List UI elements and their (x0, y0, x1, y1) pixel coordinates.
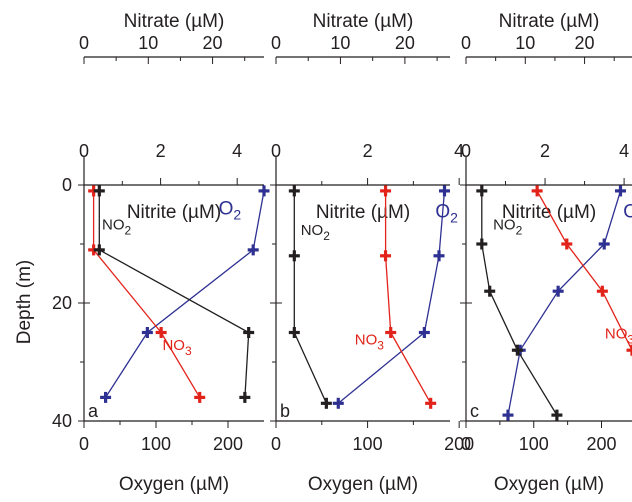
nitrate-tick-label: 20 (575, 33, 595, 53)
data-point-no3 (155, 327, 167, 338)
series-line-no2 (293, 190, 327, 404)
panel-a: 0 20 40 0 100 200 Oxygen (µM) 0 2 4 Nitrite (µM) 0 1… (52, 11, 270, 495)
data-point-o2 (418, 327, 430, 338)
nitrate-axis-title: Nitrate (µM) (124, 11, 225, 32)
series-line-o2 (105, 190, 265, 398)
panel-b: 0 100 200 Oxygen (µM) 0 2 4 Nitrite (µM) 0 10 20Ni… (270, 11, 474, 495)
data-point-no2 (484, 285, 496, 297)
nitrate-tick-label: 20 (395, 33, 415, 53)
data-point-no3 (531, 185, 543, 197)
data-point-no3 (425, 397, 437, 409)
nitrate-tick-label: 0 (79, 33, 89, 53)
data-point-no2 (288, 250, 300, 262)
series-annotation-oxygen: O2 (435, 201, 458, 225)
oxygen-tick-label: 100 (141, 434, 171, 454)
nitrate-tick-label: 10 (330, 33, 350, 53)
oxygen-tick-label: 200 (586, 434, 616, 454)
data-point-no3 (561, 238, 573, 250)
data-point-no3 (194, 391, 206, 403)
nitrate-tick-label: 0 (461, 33, 471, 53)
data-point-no2 (476, 238, 488, 250)
oxygen-tick-label: 0 (461, 434, 471, 454)
data-point-no2 (476, 185, 488, 197)
series-annotation-oxygen: O2 (219, 199, 242, 223)
data-point-no2 (288, 185, 300, 197)
oxygen-tick-label: 100 (519, 434, 549, 454)
data-point-no2 (239, 391, 251, 403)
nitrite-tick-label: 0 (461, 141, 471, 161)
oxygen-tick-label: 200 (444, 434, 474, 454)
data-point-no2 (93, 185, 105, 197)
data-point-no2 (320, 397, 332, 409)
nitrite-tick-label: 2 (540, 141, 550, 161)
series-line-no3 (384, 190, 432, 404)
data-point-no3 (380, 185, 392, 197)
data-point-no3 (380, 250, 392, 262)
data-point-o2 (502, 409, 514, 421)
nitrite-tick-label: 4 (454, 141, 464, 161)
oxygen-axis-title: Oxygen (µM) (308, 474, 418, 495)
nitrite-tick-label: 0 (271, 141, 281, 161)
data-point-o2 (100, 391, 112, 403)
depth-tick-label: 20 (52, 293, 72, 313)
data-point-no3 (626, 344, 632, 356)
oxygen-tick-label: 100 (353, 434, 383, 454)
series-line-no2 (98, 190, 250, 398)
data-point-o2 (614, 185, 626, 197)
data-point-o2 (433, 250, 445, 262)
nitrate-tick-label: 20 (203, 33, 223, 53)
nitrite-axis-title: Nitrite (µM) (316, 202, 410, 223)
panel-letter: b (280, 401, 290, 421)
oxygen-axis-title: Oxygen (µM) (494, 474, 604, 495)
data-point-o2 (439, 185, 451, 197)
data-point-no2 (288, 327, 300, 338)
panel-letter: c (470, 401, 479, 421)
data-point-o2 (247, 244, 259, 256)
depth-tick-label: 40 (52, 411, 72, 431)
nitrite-tick-label: 4 (232, 141, 242, 161)
series-annotation-oxygen: O2 (623, 201, 632, 225)
series-annotation-nitrite: NO2 (301, 222, 331, 243)
oxygen-tick-label: 200 (213, 434, 243, 454)
data-point-no2 (551, 409, 563, 421)
data-point-o2 (598, 238, 610, 250)
nitrate-axis-title: Nitrate (µM) (499, 11, 600, 32)
depth-axis-title: Depth (m) (14, 260, 35, 344)
series-line-no3 (536, 190, 632, 358)
nitrate-tick-label: 10 (515, 33, 535, 53)
series-line-o2 (337, 190, 446, 404)
data-point-o2 (332, 397, 344, 409)
oxygen-tick-label: 0 (271, 434, 281, 454)
series-annotation-nitrite: NO2 (102, 216, 132, 237)
nitrite-tick-label: 2 (363, 141, 373, 161)
oxygen-axis-title: Oxygen (µM) (119, 474, 229, 495)
nitrite-tick-label: 2 (156, 141, 166, 161)
data-point-o2 (141, 327, 153, 338)
series-line-o2 (507, 190, 622, 416)
data-point-o2 (258, 185, 270, 197)
data-point-no2 (93, 244, 105, 256)
nitrite-axis-title: Nitrite (µM) (127, 202, 221, 223)
data-point-no3 (385, 327, 397, 338)
depth-tick-label: 0 (62, 175, 72, 195)
data-point-no3 (596, 285, 608, 297)
nitrite-tick-label: 0 (79, 141, 89, 161)
panel-letter: a (88, 401, 99, 421)
series-annotation-nitrate: NO3 (162, 337, 192, 358)
nitrate-axis-title: Nitrate (µM) (313, 11, 414, 32)
oxygen-tick-label: 0 (79, 434, 89, 454)
series-annotation-nitrate: NO3 (355, 331, 385, 352)
data-point-no2 (243, 327, 255, 338)
series-line-no3 (92, 190, 201, 398)
data-point-no2 (511, 344, 523, 356)
nitrate-tick-label: 0 (271, 33, 281, 53)
series-annotation-nitrate: NO3 (605, 325, 632, 346)
nitrate-tick-label: 10 (138, 33, 158, 53)
data-point-o2 (552, 285, 564, 297)
series-annotation-nitrite: NO2 (493, 216, 523, 237)
nitrite-tick-label: 4 (619, 141, 629, 161)
